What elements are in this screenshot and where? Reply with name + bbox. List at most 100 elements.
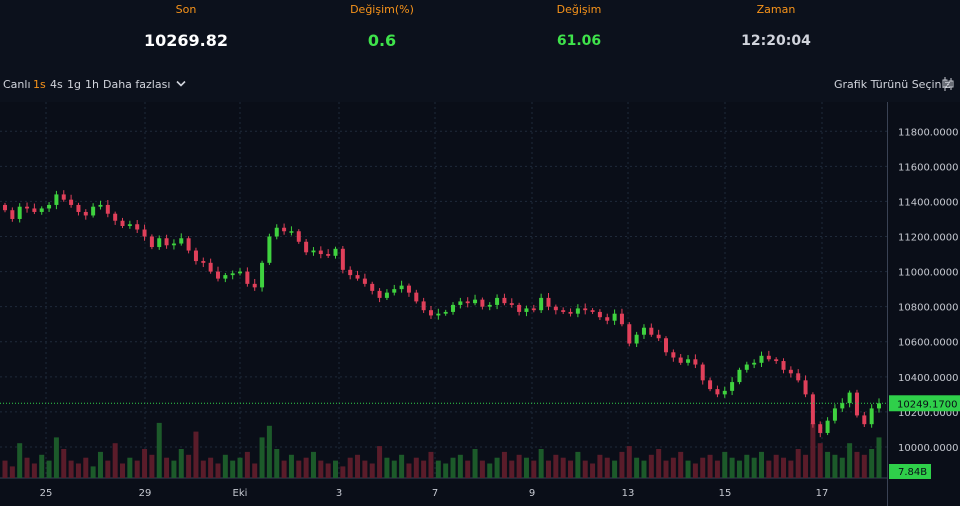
candle-body <box>708 380 713 390</box>
time-tick-label: Eki <box>233 488 248 499</box>
candle-body <box>568 311 573 314</box>
candle-body <box>296 231 301 242</box>
candle-body <box>377 290 382 298</box>
time-tick-label: 7 <box>432 488 438 499</box>
volume-bar <box>2 460 8 478</box>
candle-body <box>752 362 757 365</box>
candle-body <box>649 327 654 335</box>
volume-bar <box>854 451 860 478</box>
candle-body <box>877 403 881 409</box>
candle-body <box>575 308 580 314</box>
volume-bar <box>9 466 15 478</box>
volume-bar <box>178 449 184 478</box>
stat-label: Zaman <box>756 3 796 16</box>
candle-body <box>355 275 360 279</box>
volume-bar <box>237 457 243 478</box>
volume-bar <box>340 466 346 478</box>
candle-body <box>311 250 316 253</box>
volume-bar <box>795 449 801 478</box>
volume-bar <box>531 460 537 478</box>
volume-bar <box>362 460 368 478</box>
interval-1h[interactable]: 1h <box>85 78 99 91</box>
candle-body <box>436 313 441 316</box>
candle-body <box>502 297 507 304</box>
volume-bar <box>105 460 111 478</box>
volume-bar <box>465 460 471 478</box>
candlestick-icon[interactable] <box>941 76 955 92</box>
candle-body <box>69 199 74 205</box>
volume-bar <box>90 466 96 478</box>
candle-body <box>421 301 426 311</box>
price-chart[interactable]: 11800.0000 11600.0000 11400.0000 11200.0000… <box>0 102 960 506</box>
volume-bar <box>501 451 507 478</box>
stat-time: Zaman 12:20:04 <box>706 0 846 49</box>
volume-bar <box>494 457 500 478</box>
volume-bar <box>626 446 632 478</box>
volume-bar <box>766 460 772 478</box>
volume-bar <box>479 460 485 478</box>
candle-body <box>252 283 257 288</box>
candle-body <box>47 204 52 209</box>
candle-body <box>759 355 764 363</box>
candle-body <box>788 369 793 374</box>
volume-bar <box>53 437 59 478</box>
volume-bar <box>310 451 316 478</box>
volume-bar <box>435 460 441 478</box>
volume-bar <box>751 457 757 478</box>
chart-type-selector[interactable]: Grafik Türünü Seçiniz <box>834 78 950 91</box>
candle-body <box>730 382 735 391</box>
candle-body <box>656 334 661 339</box>
candle-body <box>597 311 602 318</box>
candle-body <box>135 224 140 230</box>
interval-4s[interactable]: 4s <box>50 78 63 91</box>
candle-body <box>634 334 639 344</box>
time-tick-label: 9 <box>529 488 535 499</box>
candle-body <box>370 283 375 291</box>
current-price-label: 10249.1700 <box>897 399 957 410</box>
more-intervals-dropdown[interactable]: Daha fazlası <box>103 78 186 91</box>
volume-bar <box>597 454 603 478</box>
interval-1s[interactable]: 1s <box>33 78 46 91</box>
stat-value: 61.06 <box>556 33 602 49</box>
volume-bar <box>333 460 339 478</box>
current-price-badge <box>889 395 960 412</box>
candle-body <box>406 285 411 293</box>
volume-bar <box>31 463 37 478</box>
volume-bar <box>604 457 610 478</box>
candle-body <box>340 248 345 270</box>
price-tick-label: 10200.0000 <box>898 408 958 419</box>
candle-body <box>796 373 801 381</box>
candle-body <box>98 204 103 207</box>
candlestick-chart-svg[interactable]: 11800.0000 11600.0000 11400.0000 11200.0000… <box>0 102 960 506</box>
volume-label: 7.84B <box>898 467 927 478</box>
volume-bar <box>428 451 434 478</box>
volume-bar <box>641 460 647 478</box>
candle-body <box>803 380 808 395</box>
candle-body <box>3 204 7 211</box>
candle-body <box>362 278 367 284</box>
candle-body <box>149 236 154 248</box>
volume-bar <box>156 422 162 478</box>
candle-body <box>318 250 323 255</box>
live-button[interactable]: Canlı <box>3 78 31 91</box>
volume-bar <box>39 454 45 478</box>
volume-bar <box>127 457 133 478</box>
candle-body <box>825 420 830 433</box>
candle-body <box>451 304 456 312</box>
volume-bar <box>568 460 574 478</box>
stat-change: Değişim 61.06 <box>509 0 649 49</box>
candle-body <box>862 415 867 425</box>
candle-body <box>348 269 353 276</box>
volume-bar <box>208 457 214 478</box>
price-tick-label: 11800.0000 <box>898 127 958 138</box>
volume-bar <box>876 437 882 478</box>
candle-body <box>641 327 646 335</box>
candle-body <box>810 394 815 425</box>
volume-bar <box>612 460 618 478</box>
candle-body <box>289 231 294 233</box>
candle-body <box>54 194 59 205</box>
volume-bar <box>296 460 302 478</box>
candle-body <box>781 361 786 370</box>
interval-1g[interactable]: 1g <box>67 78 81 91</box>
volume-bar <box>656 449 662 478</box>
